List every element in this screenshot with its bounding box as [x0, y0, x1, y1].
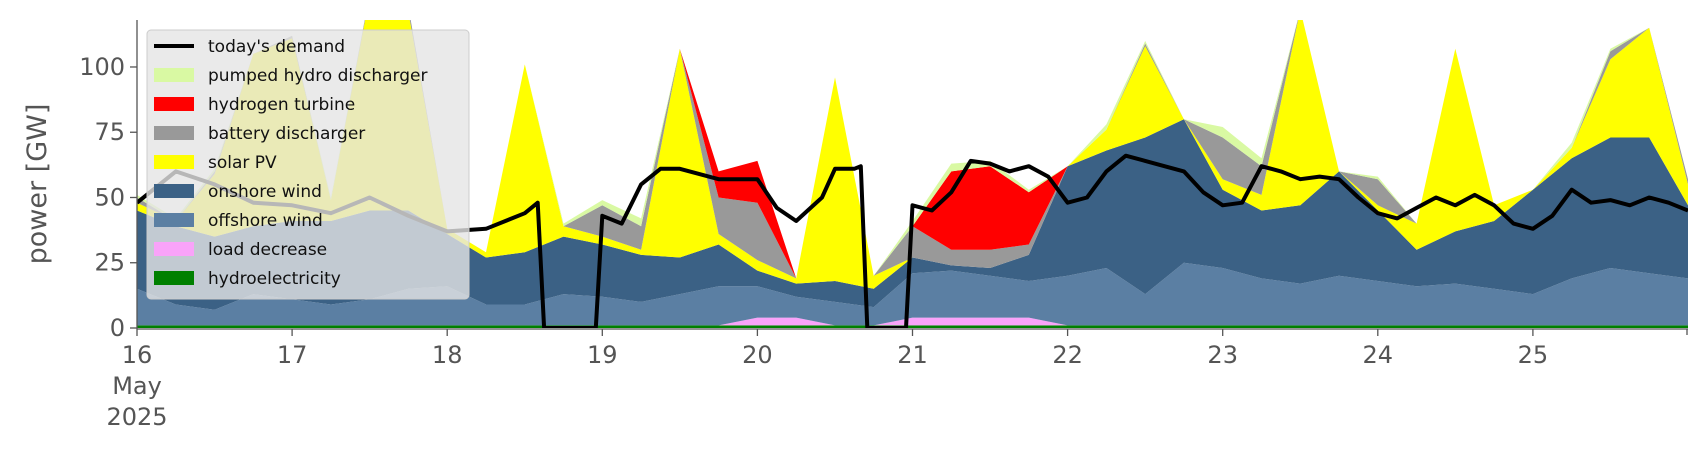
- x-tick-label: 23: [1207, 341, 1238, 369]
- legend-label: solar PV: [208, 153, 277, 173]
- x-tick-label: 24: [1363, 341, 1394, 369]
- legend-item: hydroelectricity: [154, 269, 341, 289]
- y-tick-label: 100: [79, 53, 125, 81]
- y-tick-label: 0: [110, 314, 125, 342]
- x-tick-label: 20: [742, 341, 773, 369]
- legend-box: [146, 29, 470, 300]
- x-tick-sublabel: 2025: [106, 403, 167, 431]
- legend-item: offshore wind: [154, 211, 323, 231]
- legend-swatch: [154, 213, 194, 227]
- x-tick-label: 16: [122, 341, 153, 369]
- legend-label: hydroelectricity: [208, 269, 341, 289]
- legend-swatch: [154, 68, 194, 82]
- x-tick-label: 25: [1518, 341, 1549, 369]
- area-onshore-wind: [137, 119, 1688, 310]
- axes: 0 25 50 75 100 16 May 2025 17 18 19 20 21 22 23 24 25: [79, 20, 1688, 431]
- legend-label: load decrease: [208, 240, 327, 260]
- legend-label: hydrogen turbine: [208, 95, 355, 115]
- x-tick-label: 21: [897, 341, 928, 369]
- area-hydroelectricity: [137, 325, 1688, 328]
- legend: today's demand pumped hydro discharger hyd…: [146, 29, 470, 300]
- area-offshore-wind: [137, 262, 1688, 326]
- y-tick-label: 75: [94, 118, 125, 146]
- y-tick-label: 50: [94, 183, 125, 211]
- legend-label: today's demand: [208, 37, 345, 57]
- y-axis-label: power [GW]: [22, 104, 53, 265]
- legend-item: pumped hydro discharger: [154, 66, 427, 86]
- legend-swatch: [154, 126, 194, 140]
- legend-item: onshore wind: [154, 182, 322, 202]
- legend-label: offshore wind: [208, 211, 323, 231]
- demand-layer: [137, 153, 1688, 328]
- legend-swatch: [154, 184, 194, 198]
- legend-item: load decrease: [154, 240, 327, 260]
- legend-swatch: [154, 97, 194, 111]
- x-tick-sublabel: May: [112, 372, 162, 400]
- legend-label: battery discharger: [208, 124, 365, 144]
- legend-item: hydrogen turbine: [154, 95, 355, 115]
- area-load-decrease: [137, 317, 1688, 326]
- area-solar-pv: [137, 20, 1688, 289]
- legend-item: battery discharger: [154, 124, 365, 144]
- legend-swatch: [154, 242, 194, 256]
- x-tick-label: 22: [1052, 341, 1083, 369]
- demand-line: [137, 153, 1688, 328]
- legend-label: pumped hydro discharger: [208, 66, 427, 86]
- legend-swatch: [154, 155, 194, 169]
- legend-item: today's demand: [154, 37, 345, 57]
- legend-label: onshore wind: [208, 182, 322, 202]
- x-tick-label: 18: [432, 341, 463, 369]
- legend-item: solar PV: [154, 153, 277, 173]
- x-tick-label: 19: [587, 341, 618, 369]
- y-tick-label: 25: [94, 249, 125, 277]
- legend-swatch: [154, 271, 194, 285]
- x-tick-label: 17: [277, 341, 308, 369]
